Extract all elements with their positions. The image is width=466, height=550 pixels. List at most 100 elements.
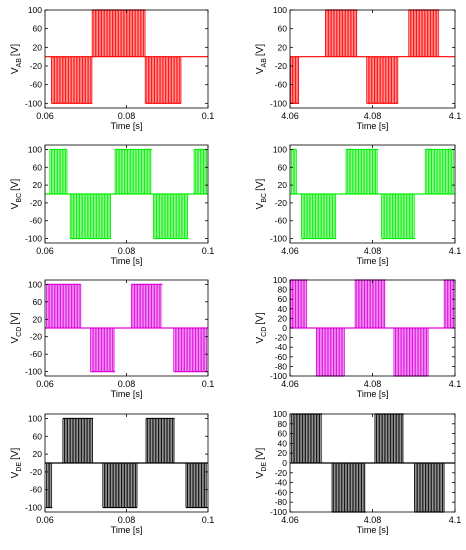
positive-segment-1: [345, 148, 379, 194]
y-tick-label: 20: [33, 449, 43, 459]
positive-segment-0: [91, 9, 146, 57]
x-tick-label: 0.08: [118, 515, 136, 525]
y-tick-label: -100: [25, 234, 42, 244]
positive-segment-1: [408, 9, 440, 57]
y-axis-label: VDE[V]: [10, 447, 23, 478]
x-axis-label: Time [s]: [357, 121, 389, 131]
x-tick-label: 0.1: [202, 379, 215, 389]
y-tick-label: 100: [273, 409, 287, 419]
negative-segment-0: [331, 463, 366, 513]
series-0: [45, 283, 208, 373]
negative-segment-0: [69, 194, 112, 240]
x-tick-label: 0.08: [118, 111, 136, 121]
x-axis-label: Time [s]: [111, 256, 143, 266]
x-axis-label: Time [s]: [111, 525, 143, 535]
y-tick-label: -20: [275, 61, 288, 71]
y-tick-label: 60: [33, 162, 43, 172]
x-tick-label: 0.06: [36, 246, 54, 256]
y-tick-label: 100: [28, 5, 42, 15]
subplot-ab-right: 100 60 20 -20 -60 -100 4.06 4.08 4.1 Time [s] VAB[…: [255, 5, 461, 131]
y-tick-label: 20: [278, 42, 288, 52]
y-tick-label: 100: [273, 5, 287, 15]
y-tick-label: 20: [33, 180, 43, 190]
y-axis-label: VBC[V]: [10, 178, 23, 209]
y-tick-label: -100: [270, 507, 287, 517]
x-tick-label: 4.08: [364, 111, 382, 121]
y-tick-label: -100: [25, 367, 42, 377]
subplot-de-left: 100 60 20 -20 -60 -100 0.06 0.08 0.1 Time [s] VDE[…: [10, 413, 214, 535]
positive-segment-2: [443, 279, 455, 328]
positive-segment-1: [130, 283, 163, 328]
negative-segment-1: [366, 56, 399, 104]
y-tick-label: 20: [278, 180, 288, 190]
y-axis-label: VCD[V]: [255, 312, 268, 343]
positive-segment-0: [291, 148, 297, 194]
x-tick-label: 0.06: [36, 379, 54, 389]
y-tick-label: 60: [33, 431, 43, 441]
x-axis-label: Time [s]: [357, 525, 389, 535]
positive-segment-0: [290, 279, 308, 328]
positive-segment-1: [145, 417, 175, 463]
positive-segment-2: [424, 148, 455, 194]
y-tick-label: 100: [273, 144, 287, 154]
negative-segment-0: [51, 56, 93, 104]
negative-segment-0: [315, 328, 345, 377]
positive-segment-0: [62, 417, 94, 463]
y-tick-label: -20: [30, 198, 43, 208]
y-tick-label: -20: [275, 198, 288, 208]
negative-segment-1: [414, 463, 445, 513]
x-tick-label: 4.08: [364, 515, 382, 525]
y-axis-label: VDE[V]: [255, 447, 268, 478]
y-tick-label: -60: [275, 352, 288, 362]
y-tick-label: -60: [30, 485, 43, 495]
y-tick-label: -80: [275, 361, 288, 371]
y-tick-label: 60: [278, 24, 288, 34]
y-tick-label: 60: [278, 429, 288, 439]
y-tick-label: -20: [275, 333, 288, 343]
y-tick-label: 20: [278, 313, 288, 323]
x-tick-label: 0.1: [202, 111, 215, 121]
y-tick-label: 80: [278, 285, 288, 295]
series-0: [45, 9, 208, 104]
y-axis-label: VBC[V]: [255, 178, 268, 209]
negative-segment-1: [144, 56, 182, 104]
negative-segment-1: [173, 328, 208, 373]
y-tick-label: -100: [270, 98, 287, 108]
y-tick-label: 100: [273, 275, 287, 285]
y-tick-label: -40: [275, 342, 288, 352]
positive-segment-0: [325, 9, 358, 57]
x-tick-label: 4.1: [449, 379, 462, 389]
y-tick-label: -100: [270, 234, 287, 244]
subplot-bc-left: 100 60 20 -20 -60 -100 0.06 0.08 0.1 Time [s] VBC[…: [10, 144, 214, 266]
y-axis-label: VAB[V]: [255, 44, 268, 74]
y-tick-label: -60: [30, 349, 43, 359]
x-tick-label: 0.08: [118, 246, 136, 256]
y-axis-label: VCD[V]: [10, 312, 23, 343]
x-tick-label: 4.1: [449, 246, 462, 256]
y-tick-label: 60: [33, 297, 43, 307]
x-axis-label: Time [s]: [111, 389, 143, 399]
negative-segment-1: [381, 194, 416, 240]
y-tick-label: 100: [28, 413, 42, 423]
x-axis-label: Time [s]: [357, 389, 389, 399]
series-0: [290, 413, 455, 513]
y-tick-label: 80: [278, 419, 288, 429]
y-tick-label: -100: [270, 371, 287, 381]
y-tick-label: -60: [275, 80, 288, 90]
y-tick-label: -80: [275, 497, 288, 507]
y-tick-label: -60: [275, 487, 288, 497]
y-tick-label: 60: [278, 294, 288, 304]
x-tick-label: 4.06: [281, 111, 299, 121]
negative-segment-0: [90, 328, 116, 373]
y-tick-label: -60: [30, 216, 43, 226]
y-tick-label: 0: [282, 323, 287, 333]
x-tick-label: 4.1: [449, 111, 462, 121]
negative-segment-1: [152, 194, 189, 240]
y-tick-label: 20: [33, 42, 43, 52]
x-tick-label: 4.08: [364, 246, 382, 256]
y-tick-label: -20: [30, 61, 43, 71]
y-tick-label: 40: [278, 304, 288, 314]
y-tick-label: 40: [278, 438, 288, 448]
y-tick-label: -20: [30, 332, 43, 342]
